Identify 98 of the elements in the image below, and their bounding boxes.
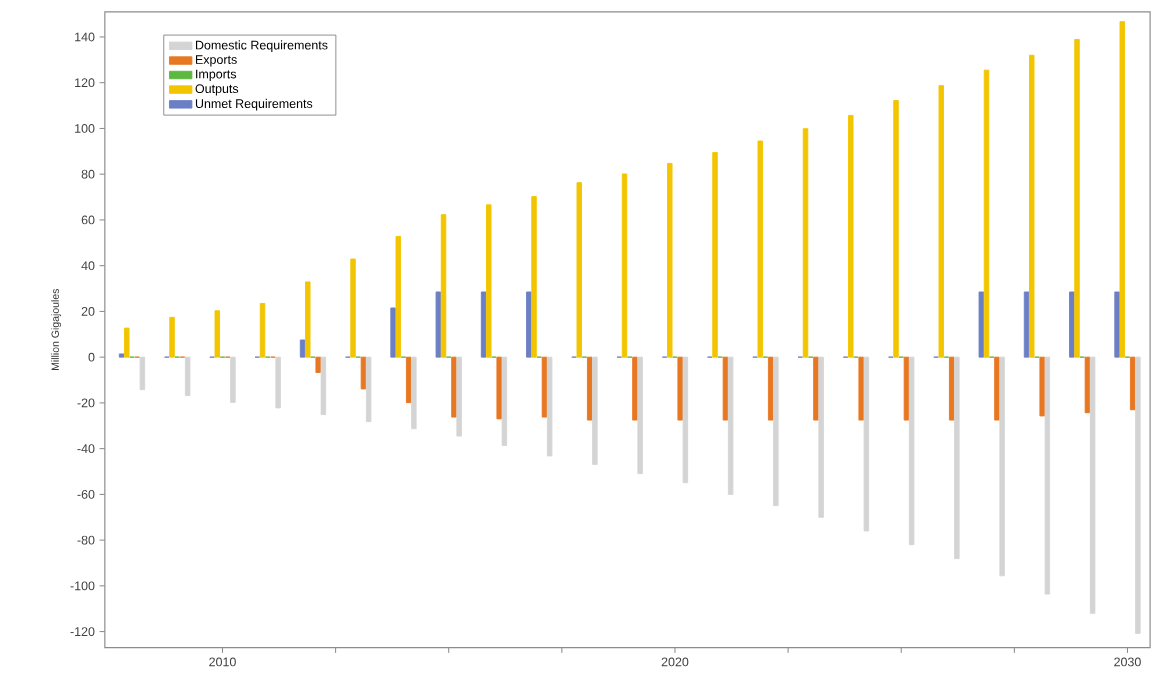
bar (1119, 21, 1125, 358)
bar (813, 356, 819, 421)
bar (546, 356, 553, 457)
bar (486, 204, 492, 358)
bar (757, 140, 763, 358)
bar (954, 356, 960, 560)
bar (1023, 291, 1030, 358)
bar (360, 356, 367, 390)
bar (682, 356, 689, 484)
bar (767, 356, 774, 421)
y-axis-title: Million Gigajoules (51, 288, 61, 370)
bar (1074, 39, 1080, 358)
x-tick-label: 2030 (1114, 657, 1141, 667)
bar (440, 214, 447, 358)
bar (667, 162, 673, 358)
bar (722, 356, 729, 421)
y-tick-label: -80 (77, 535, 95, 545)
bar (1029, 54, 1035, 358)
legend-label: Domestic Requirements (196, 40, 328, 52)
bar (586, 356, 593, 421)
bar (727, 356, 734, 495)
bar (1114, 291, 1120, 358)
bar (863, 356, 870, 532)
bar (405, 356, 412, 404)
legend-label: Outputs (195, 84, 239, 96)
bar (456, 356, 462, 437)
bar (1039, 356, 1045, 417)
x-tick-label: 2020 (661, 657, 689, 667)
bar (365, 356, 372, 423)
bar (1084, 356, 1091, 414)
bar (712, 152, 718, 358)
bar (1069, 291, 1075, 358)
bar (124, 327, 130, 358)
y-tick-label: 0 (88, 352, 95, 362)
bar (903, 356, 910, 421)
bar (978, 291, 985, 358)
legend-label: Unmet Requirements (195, 98, 313, 111)
bar (395, 235, 401, 358)
bar (480, 291, 487, 358)
y-tick-label: -40 (77, 444, 95, 454)
bar (818, 356, 824, 518)
y-tick-label: 20 (81, 307, 95, 316)
bar (938, 85, 944, 358)
bar (677, 356, 683, 421)
y-tick-label: 100 (75, 124, 95, 133)
y-tick-label: -60 (77, 489, 95, 499)
bar (139, 356, 146, 391)
bar (1135, 356, 1141, 634)
y-tick-label: -100 (70, 581, 95, 591)
bar (259, 302, 266, 358)
bar (541, 356, 548, 418)
bar (118, 353, 125, 358)
bar (230, 356, 236, 403)
bar (214, 310, 221, 358)
bar (299, 339, 306, 358)
bar (576, 182, 582, 358)
bar (621, 173, 628, 358)
bar (802, 128, 809, 358)
bar (858, 356, 864, 421)
bar (315, 356, 321, 373)
bar (496, 356, 502, 420)
legend-label: Imports (196, 69, 237, 81)
legend-label: Exports (196, 55, 237, 67)
bar (501, 356, 508, 446)
y-tick-label: -20 (77, 398, 95, 408)
y-tick-label: 140 (75, 32, 95, 42)
bar (526, 291, 532, 358)
y-tick-label: 80 (81, 169, 95, 179)
x-tick-label: 2010 (209, 657, 236, 667)
bar (999, 356, 1005, 577)
bar (320, 356, 327, 416)
bar (1044, 356, 1051, 595)
bar (169, 316, 175, 358)
bar (275, 356, 281, 409)
bar (848, 114, 854, 358)
bar (632, 356, 638, 421)
bar (773, 356, 779, 507)
bar (948, 356, 955, 421)
y-tick-label: 60 (81, 215, 95, 225)
bar (531, 196, 537, 358)
bar (350, 258, 356, 358)
bar (451, 356, 457, 418)
y-tick-label: -120 (70, 627, 95, 637)
bar (184, 356, 191, 397)
bar (411, 356, 417, 430)
bar (1089, 356, 1096, 614)
bar (435, 291, 442, 358)
bar (908, 356, 915, 546)
bar (390, 307, 396, 358)
bar (893, 100, 899, 358)
bar (994, 356, 1000, 421)
bar (592, 356, 598, 465)
y-tick-label: 40 (81, 261, 95, 271)
bar (305, 281, 311, 358)
y-tick-label: 120 (75, 78, 95, 88)
bar (1129, 356, 1136, 411)
bar (637, 356, 643, 475)
bar (983, 69, 990, 358)
